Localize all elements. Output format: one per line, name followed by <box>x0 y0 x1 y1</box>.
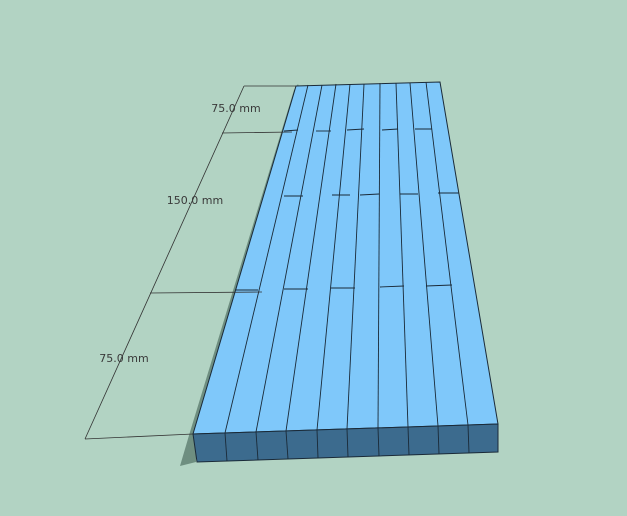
dimension-label-bottom: 75.0 mm <box>99 352 148 365</box>
dimension-label-middle: 150.0 mm <box>167 194 223 207</box>
dimension-lines <box>84 85 296 440</box>
model-front-face <box>192 423 499 463</box>
dimension-label-top: 75.0 mm <box>211 102 260 115</box>
plank-joints <box>235 128 459 291</box>
front-face-lines <box>224 424 470 462</box>
plank-lines <box>224 81 469 434</box>
